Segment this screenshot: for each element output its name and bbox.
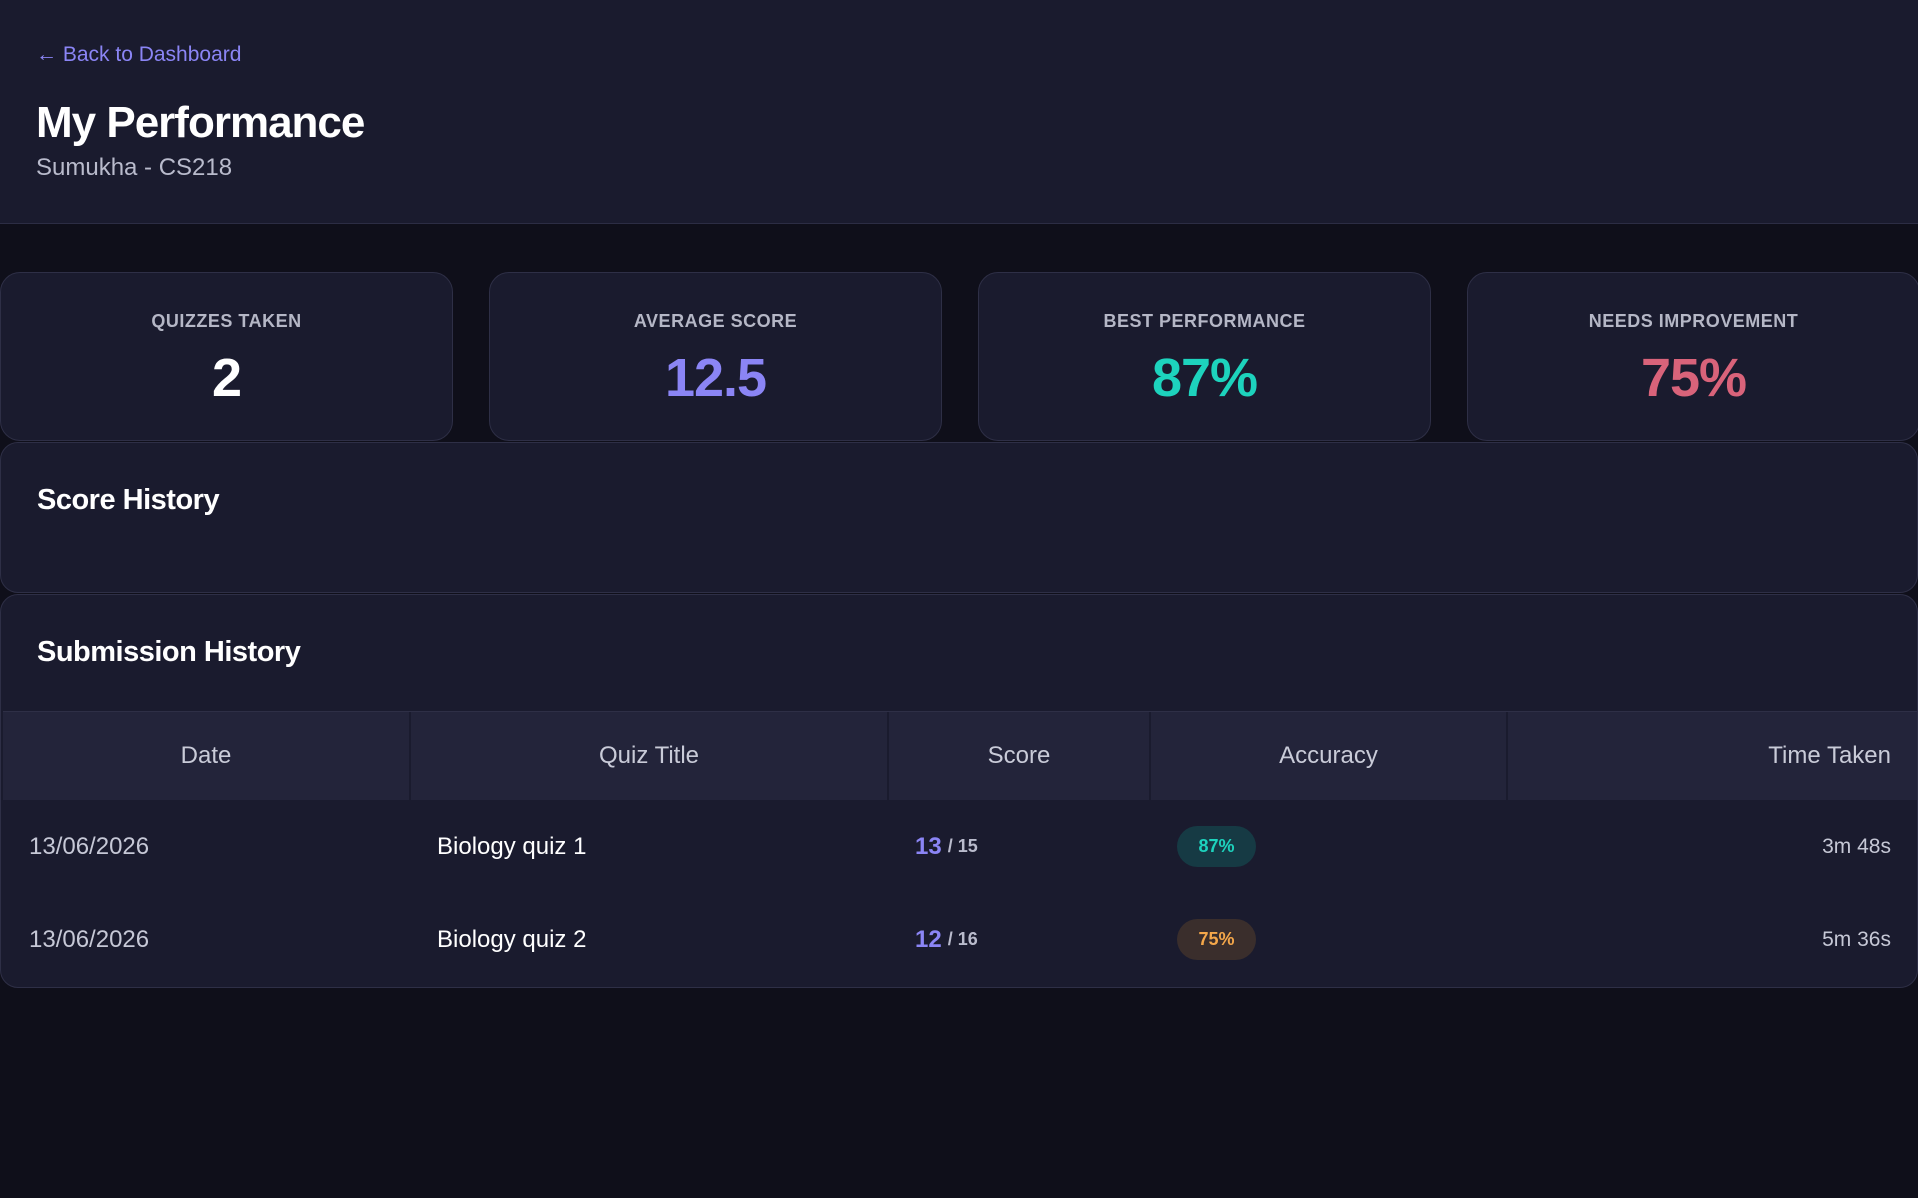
accuracy-badge: 75%	[1177, 919, 1256, 960]
stat-value: 75%	[1640, 348, 1747, 408]
cell-accuracy: 75%	[1151, 919, 1508, 960]
score-total: / 16	[947, 929, 978, 949]
table-row[interactable]: 13/06/2026 Biology quiz 2 12 / 16 75% 5m…	[3, 893, 1917, 986]
back-to-dashboard-link[interactable]: ← Back to Dashboard	[36, 43, 242, 66]
submission-history-panel: Submission History Date Quiz Title Score…	[0, 594, 1918, 988]
submission-table: Date Quiz Title Score Accuracy Time Take…	[3, 711, 1917, 986]
stat-card-needs-improvement: NEEDS IMPROVEMENT 75%	[1467, 272, 1918, 441]
cell-accuracy: 87%	[1151, 826, 1508, 867]
cell-time-taken: 5m 36s	[1822, 927, 1891, 951]
cell-score: 12 / 16	[889, 926, 1151, 954]
stat-value: 2	[211, 348, 242, 408]
cell-date: 13/06/2026	[29, 925, 150, 953]
column-header-score[interactable]: Score	[889, 712, 1151, 800]
score-history-title: Score History	[37, 484, 220, 516]
stat-label: BEST PERFORMANCE	[1103, 311, 1306, 331]
score-value: 13	[915, 832, 942, 860]
score-value: 12	[915, 925, 942, 953]
stat-card-best-performance: BEST PERFORMANCE 87%	[978, 272, 1431, 441]
column-header-quiz-title[interactable]: Quiz Title	[411, 712, 889, 800]
page-title: My Performance	[36, 98, 365, 147]
page-header: ← Back to Dashboard My Performance Sumuk…	[0, 0, 1918, 224]
cell-time-taken: 3m 48s	[1822, 834, 1891, 858]
score-total: / 15	[947, 836, 978, 856]
stat-card-quizzes-taken: QUIZZES TAKEN 2	[0, 272, 453, 441]
cell-quiz-title: Biology quiz 2	[437, 925, 587, 953]
table-row[interactable]: 13/06/2026 Biology quiz 1 13 / 15 87% 3m…	[3, 800, 1917, 893]
page-subtitle: Sumukha - CS218	[36, 154, 233, 181]
score-history-panel: Score History	[0, 442, 1918, 593]
stat-card-average-score: AVERAGE SCORE 12.5	[489, 272, 942, 441]
submission-history-title: Submission History	[37, 636, 301, 668]
cell-quiz-title: Biology quiz 1	[437, 832, 587, 860]
stat-value: 87%	[1151, 348, 1258, 408]
column-header-accuracy[interactable]: Accuracy	[1151, 712, 1508, 800]
cell-score: 13 / 15	[889, 833, 1151, 861]
stat-value: 12.5	[664, 348, 767, 408]
cell-date: 13/06/2026	[29, 832, 150, 860]
column-header-time-taken[interactable]: Time Taken	[1768, 742, 1891, 769]
stat-label: QUIZZES TAKEN	[151, 311, 302, 331]
column-header-date[interactable]: Date	[3, 712, 411, 800]
stat-label: AVERAGE SCORE	[633, 311, 798, 331]
stat-label: NEEDS IMPROVEMENT	[1588, 311, 1799, 331]
table-header: Date Quiz Title Score Accuracy Time Take…	[3, 711, 1917, 800]
accuracy-badge: 87%	[1177, 826, 1256, 867]
